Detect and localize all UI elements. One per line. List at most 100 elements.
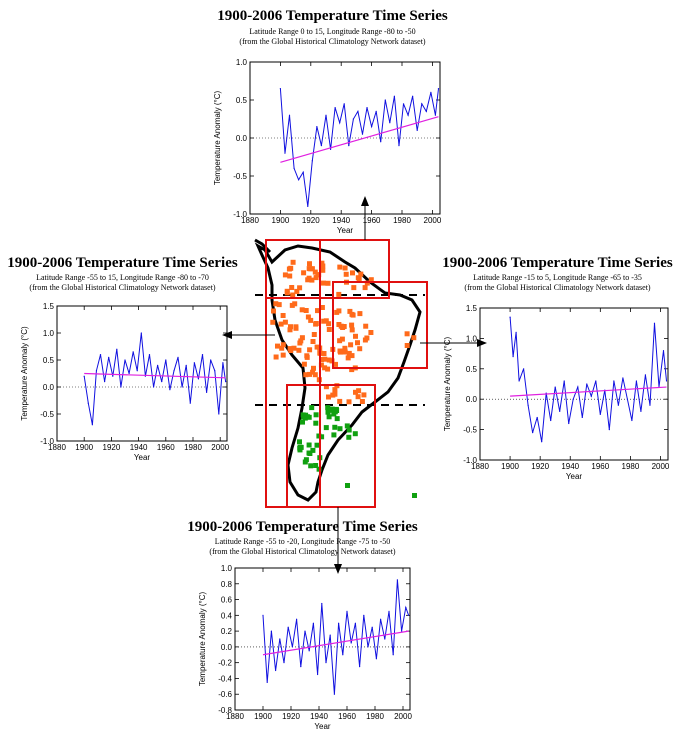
data-point (380, 618, 382, 620)
station-marker (320, 267, 326, 273)
station-marker (282, 272, 288, 278)
data-point (275, 669, 277, 672)
south-america-map (254, 238, 428, 508)
y-tick-label: 1.0 (466, 334, 478, 343)
data-point (161, 381, 163, 383)
data-point (181, 386, 183, 388)
station-marker (325, 405, 331, 411)
x-tick-label: 1960 (363, 216, 381, 225)
data-point (279, 88, 281, 90)
data-point (550, 419, 552, 422)
data-point (284, 152, 286, 154)
data-point (177, 356, 179, 358)
data-point (354, 622, 356, 624)
y-tick-label: 0.0 (236, 134, 248, 143)
data-point (197, 378, 200, 380)
trend-line (262, 630, 409, 656)
station-marker (346, 399, 352, 405)
station-marker (342, 349, 348, 355)
station-marker (322, 365, 328, 371)
station-marker (356, 388, 362, 394)
top-chart-subtitle: Latitude Range 0 to 15, Longitude Range … (249, 27, 416, 36)
data-point (416, 129, 418, 131)
station-marker (303, 372, 309, 378)
stations-southern (297, 405, 417, 498)
station-marker (332, 387, 338, 393)
data-point (308, 650, 310, 652)
data-point (298, 179, 300, 181)
data-point (173, 370, 175, 372)
top-chart-title: 1900-2006 Temperature Time Series (217, 8, 448, 24)
data-point (120, 386, 122, 388)
data-point (662, 349, 665, 352)
data-point (559, 410, 561, 412)
y-tick-label: 0.0 (43, 383, 55, 392)
data-point (599, 413, 601, 415)
chart-left: 1880 1900 1920 1940 1960 1980 2000 -1.0 -0.5 0.0 0… (20, 302, 230, 462)
data-point (430, 91, 432, 93)
station-marker (309, 405, 315, 411)
trend-line (280, 116, 439, 163)
station-marker (308, 266, 314, 272)
station-marker (411, 335, 417, 341)
data-point (396, 579, 398, 581)
data-point (367, 646, 369, 648)
data-point (291, 646, 293, 648)
station-marker (307, 261, 312, 267)
data-point (132, 351, 134, 353)
station-marker (404, 343, 410, 348)
data-point (512, 356, 514, 358)
data-point (586, 383, 588, 385)
central-america (254, 238, 272, 254)
data-point (392, 654, 394, 656)
station-marker (303, 457, 309, 463)
station-marker (342, 345, 348, 351)
data-point (393, 95, 395, 97)
station-marker (293, 325, 299, 331)
data-point (523, 368, 525, 370)
data-point (568, 422, 570, 425)
data-point (334, 107, 336, 109)
data-point (95, 370, 98, 372)
station-marker (349, 367, 355, 373)
data-point (421, 103, 423, 105)
station-marker (297, 439, 302, 445)
x-tick-label: 1940 (332, 216, 350, 225)
data-point (329, 148, 332, 150)
data-point (185, 364, 187, 366)
station-marker (355, 340, 360, 346)
data-point (595, 380, 597, 382)
data-point (384, 99, 386, 101)
station-marker (323, 318, 329, 324)
data-point (321, 602, 323, 605)
y-tick-label: 1.0 (221, 564, 233, 573)
station-marker (319, 260, 325, 266)
data-point (218, 413, 220, 415)
station-marker (362, 285, 368, 291)
x-tick-label: 2000 (394, 712, 412, 721)
y-tick-label: 1.0 (236, 58, 248, 67)
station-marker (346, 427, 352, 433)
station-marker (348, 342, 354, 348)
data-point (357, 110, 359, 112)
station-marker (350, 270, 355, 276)
data-point (165, 359, 167, 361)
data-point (375, 658, 377, 660)
data-point (343, 103, 345, 105)
x-axis-label: Year (314, 722, 331, 731)
station-marker (303, 308, 309, 313)
data-point (398, 145, 400, 147)
data-point (515, 331, 517, 333)
right-chart-subtitle: Latitude Range -15 to 5, Longitude Range… (473, 273, 642, 282)
station-marker (282, 319, 288, 325)
data-point (380, 141, 382, 143)
data-point (333, 693, 335, 695)
x-axis-label: Year (337, 226, 354, 235)
station-marker (331, 432, 337, 438)
station-marker (296, 347, 302, 353)
data-point (124, 359, 126, 361)
x-tick-label: 1940 (130, 443, 148, 452)
data-point (206, 391, 208, 393)
station-marker (358, 271, 364, 277)
data-point (262, 614, 264, 616)
